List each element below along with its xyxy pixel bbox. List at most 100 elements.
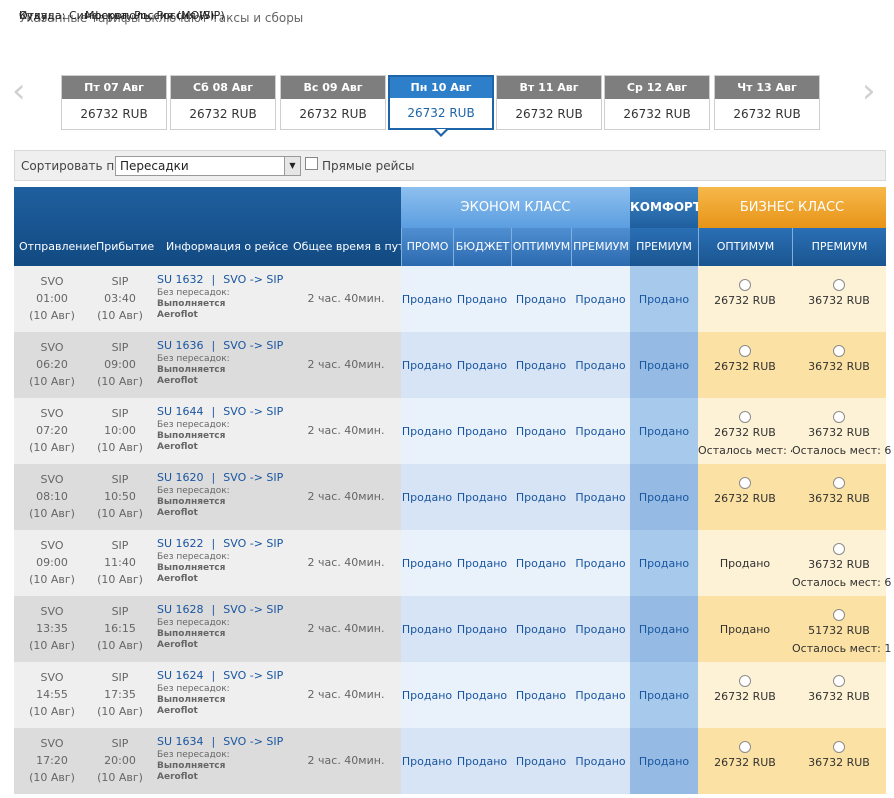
prev-dates-arrow-icon[interactable]: ‹ [12, 71, 26, 111]
fare-radio-button[interactable] [833, 543, 845, 555]
flight-number-link[interactable]: SU 1632 [157, 273, 204, 286]
flight-duration: 2 час. 40мин. [307, 688, 385, 701]
operated-by-label: Выполняется [157, 761, 226, 771]
business-fare-cell: 36732 RUB [792, 728, 886, 794]
sort-bar: Сортировать по Пересадки ▼ Прямые рейсы [14, 150, 886, 181]
arrival-time: 16:15 [104, 622, 136, 635]
flight-info-cell: SVO 07:20 (10 Авг) SIP 10:00 (10 Авг) SU 1644 |… [14, 398, 401, 464]
fare-sold-out: Продано [719, 557, 771, 570]
fare-radio-button[interactable] [833, 411, 845, 423]
operated-by-label: Выполняется [157, 497, 226, 507]
date-option[interactable]: Пн 10 Авг 26732 RUB [388, 75, 494, 130]
flight-number-link[interactable]: SU 1620 [157, 471, 204, 484]
stops-label: Без пересадок: [157, 486, 230, 496]
fare-radio-button[interactable] [833, 345, 845, 357]
flight-separator: | [211, 669, 216, 682]
seats-remaining: Осталось мест: 6 [792, 576, 892, 589]
departure-time: 06:20 [36, 358, 68, 371]
fare-radio-button[interactable] [833, 675, 845, 687]
date-option-day: Пт 07 Авг [62, 76, 166, 99]
flight-line: SU 1644 | SVO -> SIP [157, 404, 297, 420]
departure-airport: SVO [40, 275, 64, 288]
fare-radio-button[interactable] [833, 477, 845, 489]
fare-sold-out: Продано [456, 755, 508, 768]
fare-sold-out: Продано [456, 491, 508, 504]
operator-name: Aeroflot [157, 376, 198, 386]
flight-route-link[interactable]: SVO -> SIP [223, 537, 284, 550]
fare-sold-out: Продано [401, 359, 453, 372]
flight-route-link[interactable]: SVO -> SIP [223, 669, 284, 682]
fare-radio-button[interactable] [833, 741, 845, 753]
fare-radio-button[interactable] [739, 741, 751, 753]
fare-radio-button[interactable] [833, 609, 845, 621]
flight-details: SU 1620 | SVO -> SIP Без пересадок: Выполняе… [157, 470, 297, 519]
fare-radio-button[interactable] [833, 279, 845, 291]
economy-fare-cell: Продано [571, 530, 630, 596]
flight-route-link[interactable]: SVO -> SIP [223, 405, 284, 418]
to-value: Симферополь, Россия (SIP) [69, 9, 225, 22]
departure-airport: SVO [40, 671, 64, 684]
business-fare-cell: 26732 RUB [698, 728, 792, 794]
table-row: SVO 13:35 (10 Авг) SIP 16:15 (10 Авг) SU 1628 |… [14, 596, 891, 662]
flight-number-link[interactable]: SU 1624 [157, 669, 204, 682]
date-option[interactable]: Сб 08 Авг 26732 RUB [170, 75, 276, 130]
fare-radio-button[interactable] [739, 477, 751, 489]
departure-airport: SVO [40, 341, 64, 354]
fare-price: 26732 RUB [714, 294, 776, 307]
flight-route-link[interactable]: SVO -> SIP [223, 735, 284, 748]
date-option[interactable]: Вс 09 Авг 26732 RUB [280, 75, 386, 130]
from-value: Москва, Россия (MOW) [85, 9, 215, 22]
fare-price: 36732 RUB [808, 558, 870, 571]
flight-number-link[interactable]: SU 1634 [157, 735, 204, 748]
flight-number-link[interactable]: SU 1622 [157, 537, 204, 550]
flight-route-link[interactable]: SVO -> SIP [223, 273, 284, 286]
flight-route-link[interactable]: SVO -> SIP [223, 603, 284, 616]
flight-route-link[interactable]: SVO -> SIP [223, 339, 284, 352]
fare-sold-out: Продано [575, 689, 626, 702]
fare-sold-out: Продано [575, 491, 626, 504]
fare-sold-out: Продано [401, 623, 453, 636]
date-option-day: Вс 09 Авг [281, 76, 385, 99]
economy-fare-cell: Продано [401, 398, 453, 464]
economy-fare-cell: Продано [511, 728, 571, 794]
fare-radio-button[interactable] [739, 675, 751, 687]
flight-route-link[interactable]: SVO -> SIP [223, 471, 284, 484]
date-option[interactable]: Пт 07 Авг 26732 RUB [61, 75, 167, 130]
departure: SVO 13:35 (10 Авг) [27, 603, 77, 654]
flight-number-link[interactable]: SU 1628 [157, 603, 204, 616]
fare-radio-button[interactable] [739, 411, 751, 423]
flight-line: SU 1628 | SVO -> SIP [157, 602, 297, 618]
sort-select[interactable]: Пересадки ▼ [115, 156, 301, 176]
date-option[interactable]: Ср 12 Авг 26732 RUB [604, 75, 710, 130]
date-option[interactable]: Чт 13 Авг 26732 RUB [714, 75, 820, 130]
fare-price: 36732 RUB [808, 360, 870, 373]
flight-number-link[interactable]: SU 1644 [157, 405, 204, 418]
table-row: SVO 17:20 (10 Авг) SIP 20:00 (10 Авг) SU 1634 |… [14, 728, 886, 794]
arrival-time: 03:40 [104, 292, 136, 305]
fare-sold-out: Продано [638, 689, 690, 702]
arrival: SIP 20:00 (10 Авг) [95, 735, 145, 786]
flight-duration: 2 час. 40мин. [307, 292, 385, 305]
fare-sold-out: Продано [638, 293, 690, 306]
business-class-header: БИЗНЕС КЛАСС [698, 187, 886, 228]
chevron-down-icon[interactable]: ▼ [284, 157, 300, 175]
fare-sold-out: Продано [575, 755, 626, 768]
business-premium-header: ПРЕМИУМ [792, 228, 886, 266]
flight-details: SU 1624 | SVO -> SIP Без пересадок: Выполняе… [157, 668, 297, 717]
next-dates-arrow-icon[interactable]: › [862, 71, 876, 111]
date-option[interactable]: Вт 11 Авг 26732 RUB [496, 75, 602, 130]
departure: SVO 17:20 (10 Авг) [27, 735, 77, 786]
departure-airport: SVO [40, 407, 64, 420]
direct-flights-checkbox[interactable] [305, 157, 318, 170]
fare-radio-button[interactable] [739, 279, 751, 291]
flight-number-link[interactable]: SU 1636 [157, 339, 204, 352]
fare-radio-button[interactable] [739, 345, 751, 357]
flight-duration: 2 час. 40мин. [307, 358, 385, 371]
economy-fare-cell: Продано [401, 662, 453, 728]
fare-sold-out: Продано [401, 425, 453, 438]
date-option-price: 26732 RUB [189, 107, 257, 121]
table-row: SVO 06:20 (10 Авг) SIP 09:00 (10 Авг) SU 1636 |… [14, 332, 886, 398]
operated-by-label: Выполняется [157, 365, 226, 375]
arrival-date: (10 Авг) [97, 309, 143, 322]
economy-fare-cell: Продано [571, 266, 630, 332]
